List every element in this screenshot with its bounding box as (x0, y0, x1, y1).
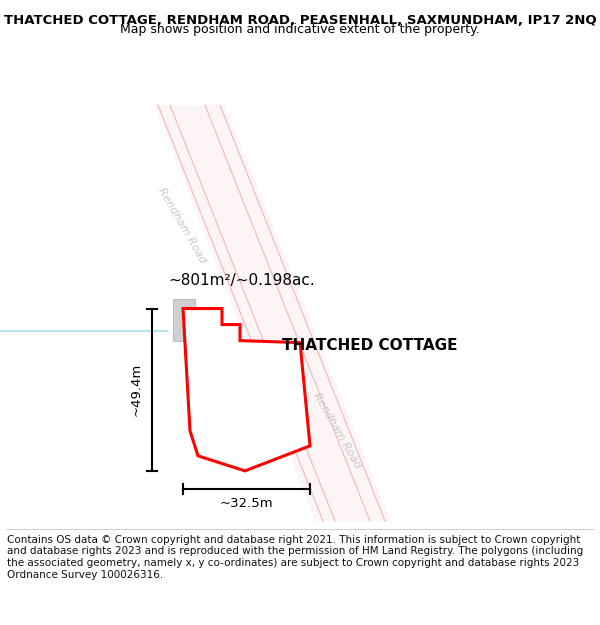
Polygon shape (183, 309, 310, 471)
Text: Map shows position and indicative extent of the property.: Map shows position and indicative extent… (120, 23, 480, 36)
Polygon shape (173, 299, 195, 341)
Text: Rendham Road: Rendham Road (311, 391, 363, 471)
Text: ~49.4m: ~49.4m (130, 363, 143, 416)
Text: Contains OS data © Crown copyright and database right 2021. This information is : Contains OS data © Crown copyright and d… (7, 535, 583, 579)
Polygon shape (155, 105, 390, 521)
Text: Rendham Road: Rendham Road (156, 186, 208, 265)
Text: ~32.5m: ~32.5m (220, 497, 274, 510)
Polygon shape (192, 336, 210, 361)
Text: THATCHED COTTAGE: THATCHED COTTAGE (282, 338, 458, 353)
Text: THATCHED COTTAGE, RENDHAM ROAD, PEASENHALL, SAXMUNDHAM, IP17 2NQ: THATCHED COTTAGE, RENDHAM ROAD, PEASENHA… (4, 14, 596, 27)
Text: ~801m²/~0.198ac.: ~801m²/~0.198ac. (168, 274, 315, 289)
